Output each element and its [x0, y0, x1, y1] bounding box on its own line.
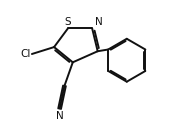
Text: Cl: Cl — [21, 49, 31, 59]
Text: N: N — [95, 17, 102, 27]
Text: S: S — [64, 17, 71, 27]
Text: N: N — [56, 111, 64, 121]
